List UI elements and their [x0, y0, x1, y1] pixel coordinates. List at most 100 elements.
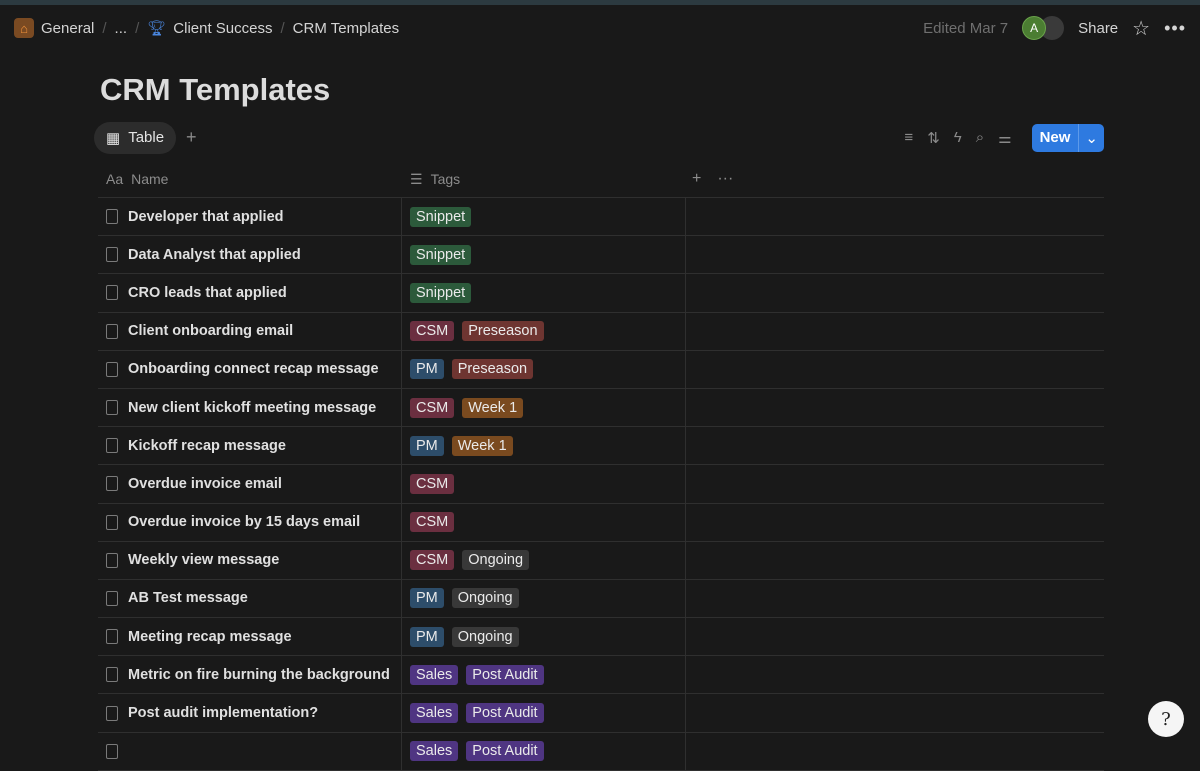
- column-label: Tags: [430, 171, 461, 187]
- row-name[interactable]: Overdue invoice by 15 days email: [128, 514, 361, 531]
- table-icon: ▦: [106, 129, 121, 147]
- share-button[interactable]: Share: [1078, 19, 1119, 37]
- page-icon: [106, 323, 118, 339]
- tag[interactable]: Snippet: [410, 282, 472, 303]
- table-row[interactable]: Onboarding connect recap message PM Presea…: [98, 350, 1104, 389]
- row-name[interactable]: Onboarding connect recap message: [128, 361, 379, 378]
- table-row[interactable]: Kickoff recap message PM Week 1: [98, 427, 1104, 466]
- edited-timestamp: Edited Mar 7: [923, 19, 1009, 37]
- tag[interactable]: Preseason: [451, 359, 534, 380]
- filter-icon[interactable]: ≡: [904, 129, 914, 146]
- more-icon[interactable]: •••: [1164, 17, 1186, 38]
- breadcrumb-crm-templates[interactable]: CRM Templates: [292, 19, 400, 37]
- breadcrumb-client-success[interactable]: Client Success: [173, 19, 273, 37]
- tag[interactable]: PM: [410, 359, 444, 380]
- page-icon: [106, 743, 118, 759]
- chevron-down-icon[interactable]: ⌄: [1078, 123, 1104, 152]
- row-name[interactable]: Developer that applied: [128, 208, 284, 225]
- tag[interactable]: Snippet: [410, 244, 472, 265]
- table-row[interactable]: Data Analyst that applied Snippet: [98, 236, 1104, 275]
- row-name[interactable]: Meeting recap message: [128, 628, 292, 645]
- page-icon: [106, 285, 118, 301]
- tag[interactable]: Ongoing: [462, 550, 530, 571]
- tag[interactable]: Sales: [410, 741, 459, 762]
- database-table: Aa Name ☰ Tags + ··· Developer that applied…: [98, 161, 1104, 771]
- table-row[interactable]: Overdue invoice by 15 days email CSM: [98, 503, 1104, 542]
- home-icon: ⌂: [14, 18, 34, 38]
- tag[interactable]: Preseason: [462, 321, 544, 342]
- add-view-icon[interactable]: +: [186, 127, 197, 147]
- page-icon: [106, 438, 118, 454]
- trophy-icon: 🏆︎: [147, 20, 167, 37]
- breadcrumb-general[interactable]: General: [41, 19, 95, 37]
- collaborators[interactable]: A: [1022, 16, 1065, 40]
- settings-icon[interactable]: ⚌: [998, 129, 1012, 147]
- tag[interactable]: CSM: [410, 473, 455, 494]
- table-header: Aa Name ☰ Tags + ···: [98, 161, 1104, 198]
- row-name[interactable]: Metric on fire burning the background: [128, 666, 390, 683]
- star-icon[interactable]: ☆: [1132, 17, 1151, 40]
- column-name[interactable]: Aa Name: [98, 161, 402, 197]
- tag[interactable]: Ongoing: [451, 588, 519, 609]
- row-name[interactable]: Data Analyst that applied: [128, 246, 301, 263]
- tag[interactable]: Sales: [410, 703, 459, 724]
- tag[interactable]: CSM: [410, 550, 455, 571]
- page-icon: [106, 590, 118, 606]
- more-icon[interactable]: ···: [717, 170, 734, 187]
- help-button[interactable]: ?: [1148, 701, 1184, 737]
- sort-icon[interactable]: ⇅: [927, 129, 940, 147]
- tag[interactable]: CSM: [410, 321, 455, 342]
- table-row[interactable]: Weekly view message CSM Ongoing: [98, 541, 1104, 580]
- tab-table[interactable]: ▦ Table: [94, 121, 177, 154]
- tag[interactable]: CSM: [410, 512, 455, 533]
- breadcrumb-ellipsis[interactable]: ...: [114, 19, 128, 37]
- search-icon[interactable]: ⌕: [975, 129, 985, 146]
- window-edge: [0, 0, 1200, 5]
- row-name[interactable]: Kickoff recap message: [128, 437, 286, 454]
- table-row[interactable]: Client onboarding email CSM Preseason: [98, 312, 1104, 351]
- row-name[interactable]: Weekly view message: [128, 552, 280, 569]
- tag[interactable]: PM: [410, 588, 444, 609]
- tag[interactable]: Week 1: [462, 397, 524, 418]
- tag[interactable]: Sales: [410, 664, 459, 685]
- row-name[interactable]: Post audit implementation?: [128, 705, 319, 722]
- page-icon: [106, 629, 118, 645]
- table-row[interactable]: CRO leads that applied Snippet: [98, 274, 1104, 313]
- table-row[interactable]: Post audit implementation? Sales Post Audi…: [98, 694, 1104, 733]
- table-row[interactable]: Metric on fire burning the background Sal…: [98, 656, 1104, 695]
- table-row[interactable]: Overdue invoice email CSM: [98, 465, 1104, 504]
- table-row[interactable]: Meeting recap message PM Ongoing: [98, 618, 1104, 657]
- page-icon: [106, 247, 118, 263]
- tag[interactable]: CSM: [410, 397, 455, 418]
- page-icon: [106, 514, 118, 530]
- top-bar: ⌂ General / ... / 🏆︎ Client Success / CR…: [0, 5, 1200, 51]
- column-tags[interactable]: ☰ Tags: [402, 161, 686, 197]
- row-name[interactable]: New client kickoff meeting message: [128, 399, 377, 416]
- row-name[interactable]: CRO leads that applied: [128, 284, 287, 301]
- table-row[interactable]: New client kickoff meeting message CSM Wee…: [98, 388, 1104, 428]
- page-icon: [106, 705, 118, 721]
- avatar: A: [1022, 16, 1047, 40]
- page-icon: [106, 361, 118, 377]
- table-row[interactable]: Sales Post Audit: [98, 732, 1104, 771]
- row-name[interactable]: AB Test message: [128, 590, 248, 607]
- tag[interactable]: Post Audit: [466, 703, 544, 724]
- tag[interactable]: Post Audit: [466, 741, 544, 762]
- page-icon: [106, 476, 118, 492]
- add-column-icon[interactable]: +: [692, 170, 702, 187]
- tag[interactable]: Snippet: [410, 206, 472, 227]
- new-label[interactable]: New: [1039, 129, 1071, 146]
- tab-label: Table: [128, 129, 165, 146]
- automation-icon[interactable]: ϟ: [953, 129, 962, 146]
- table-row[interactable]: AB Test message PM Ongoing: [98, 579, 1104, 619]
- row-name[interactable]: Overdue invoice email: [128, 475, 282, 492]
- row-name[interactable]: Client onboarding email: [128, 323, 294, 340]
- tag[interactable]: PM: [410, 435, 444, 456]
- table-row[interactable]: Developer that applied Snippet: [98, 198, 1104, 237]
- tag[interactable]: Ongoing: [451, 626, 519, 647]
- new-button[interactable]: New ⌄: [1031, 123, 1104, 152]
- tag[interactable]: PM: [410, 626, 444, 647]
- tag[interactable]: Week 1: [451, 435, 513, 456]
- tag[interactable]: Post Audit: [466, 664, 544, 685]
- page-icon: [106, 552, 118, 568]
